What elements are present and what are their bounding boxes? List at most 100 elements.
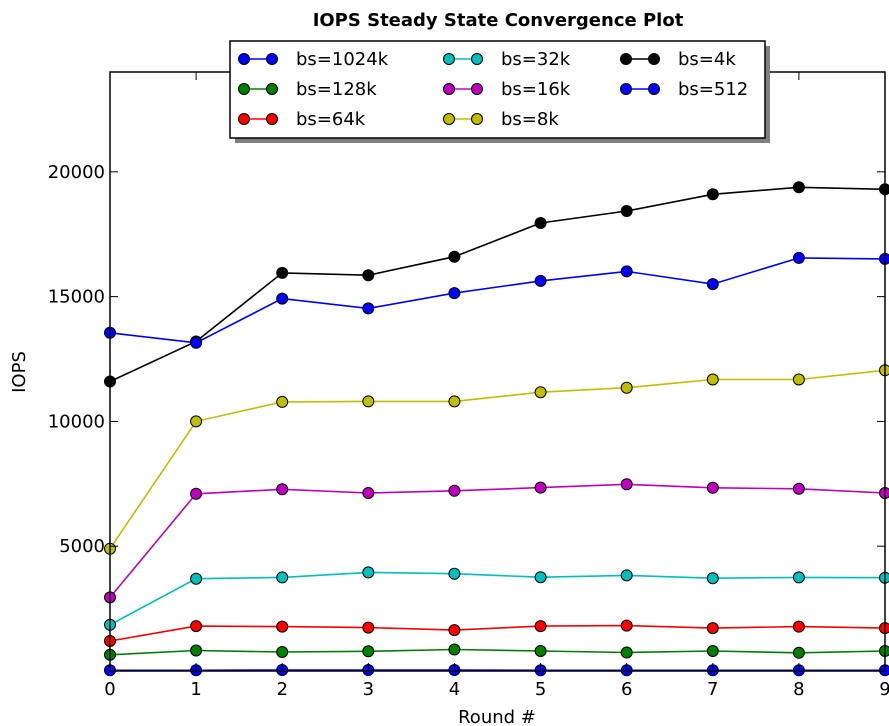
y-tick-label: 15000 — [48, 287, 105, 308]
data-point-bs-16k — [792, 482, 805, 495]
x-tick-label: 9 — [879, 679, 889, 700]
data-point-bs-64k — [190, 620, 203, 633]
x-tick-label: 0 — [104, 679, 115, 700]
legend-marker — [266, 53, 278, 65]
data-point-bs-64k — [706, 622, 719, 635]
data-point-bs-128k — [362, 645, 375, 658]
data-point-bs-4k — [362, 269, 375, 282]
plot-frame — [109, 71, 886, 672]
legend-label: bs=8k — [501, 109, 559, 130]
data-point-bs-4k — [620, 205, 633, 217]
data-point-bs-32k — [792, 571, 805, 584]
x-tick-label: 1 — [190, 679, 201, 700]
data-point-bs-16k — [448, 484, 461, 497]
data-point-bs-64k — [448, 624, 461, 637]
series-points — [104, 181, 889, 677]
y-tick-label: 5000 — [59, 536, 105, 557]
data-point-bs-8k — [276, 395, 289, 408]
x-tick-label: 5 — [535, 679, 546, 700]
legend-marker — [648, 53, 660, 65]
legend-box — [229, 40, 766, 139]
legend-marker — [471, 83, 483, 95]
data-point-bs-512 — [190, 336, 203, 349]
data-point-bs-4k — [276, 266, 289, 279]
data-point-bs-32k — [620, 569, 633, 582]
axis-tick-labels: 0 1 2 3 4 5 6 7 8 9 5000 10000 15000 20000 — [48, 162, 889, 700]
legend-label: bs=32k — [501, 49, 571, 70]
series-line-bs-128k — [109, 648, 886, 656]
data-point-bs-32k — [276, 571, 289, 584]
data-point-bs-128k — [620, 646, 633, 659]
legend-entry-bs-4k: bs=4k — [620, 49, 736, 70]
legend-marker — [238, 113, 250, 125]
x-tick-label: 8 — [793, 679, 804, 700]
data-point-bs-128k — [792, 646, 805, 659]
x-axis-label: Round # — [458, 707, 536, 726]
series-line-bs-8k — [109, 369, 886, 550]
legend-entry-bs-8k: bs=8k — [443, 109, 559, 130]
data-point-bs-512 — [620, 265, 633, 278]
data-point-bs-128k — [190, 644, 203, 657]
legend-marker — [238, 83, 250, 95]
y-axis-label: IOPS — [9, 351, 30, 393]
data-point-bs-8k — [706, 373, 719, 386]
data-point-bs-64k — [534, 620, 547, 633]
data-point-bs-8k — [792, 373, 805, 386]
legend-entries: bs=1024k bs=128k bs=64k bs=32k bs=16k bs=8k bs… — [238, 49, 748, 130]
plot-area — [104, 181, 889, 677]
data-point-bs-32k — [534, 571, 547, 584]
x-tick-label: 7 — [707, 679, 718, 700]
data-point-bs-16k — [706, 481, 719, 494]
legend-entry-bs-1024k: bs=1024k — [238, 49, 389, 70]
data-point-bs-64k — [276, 620, 289, 633]
data-point-bs-128k — [706, 645, 719, 657]
series-line-bs-64k — [109, 624, 886, 642]
legend-label: bs=512 — [678, 79, 748, 100]
data-point-bs-128k — [534, 645, 547, 657]
data-point-bs-64k — [362, 621, 375, 634]
data-point-bs-64k — [620, 619, 633, 632]
series-line-bs-16k — [109, 483, 886, 598]
legend-marker — [443, 83, 455, 95]
x-tick-label: 2 — [276, 679, 287, 700]
legend-marker — [471, 53, 483, 65]
data-point-bs-32k — [448, 567, 461, 580]
legend-marker — [620, 83, 632, 95]
data-point-bs-32k — [362, 566, 375, 579]
data-point-bs-512 — [448, 287, 461, 300]
legend-label: bs=4k — [678, 49, 736, 70]
data-point-bs-32k — [190, 572, 203, 585]
series-lines — [109, 186, 886, 672]
data-point-bs-8k — [448, 395, 461, 408]
data-point-bs-512 — [792, 251, 805, 264]
data-point-bs-64k — [792, 620, 805, 633]
data-point-bs-8k — [190, 415, 203, 428]
data-point-bs-16k — [362, 487, 375, 499]
legend-label: bs=64k — [296, 109, 366, 130]
data-point-bs-128k — [448, 643, 461, 656]
data-point-bs-128k — [276, 646, 289, 658]
data-point-bs-4k — [448, 250, 461, 263]
x-tick-label: 4 — [449, 679, 460, 700]
legend-marker — [238, 53, 250, 65]
axis-ticks — [109, 72, 886, 671]
legend-entry-bs-128k: bs=128k — [238, 79, 377, 100]
data-point-bs-4k — [792, 181, 805, 194]
chart-title: IOPS Steady State Convergence Plot — [313, 10, 684, 31]
data-point-bs-16k — [190, 487, 203, 500]
legend-marker — [443, 53, 455, 65]
legend-marker — [471, 113, 483, 125]
legend-entry-bs-32k: bs=32k — [443, 49, 571, 70]
data-point-bs-4k — [534, 217, 547, 229]
legend-entry-bs-64k: bs=64k — [238, 109, 366, 130]
data-point-bs-512 — [534, 274, 547, 287]
legend-label: bs=1024k — [296, 49, 389, 70]
data-point-bs-512 — [362, 302, 375, 315]
data-point-bs-16k — [620, 478, 633, 491]
legend-marker — [443, 113, 455, 125]
data-point-bs-512 — [706, 278, 719, 291]
data-point-bs-32k — [706, 572, 719, 585]
data-point-bs-4k — [706, 188, 719, 201]
y-tick-label: 20000 — [48, 162, 105, 183]
legend-marker — [648, 83, 660, 95]
